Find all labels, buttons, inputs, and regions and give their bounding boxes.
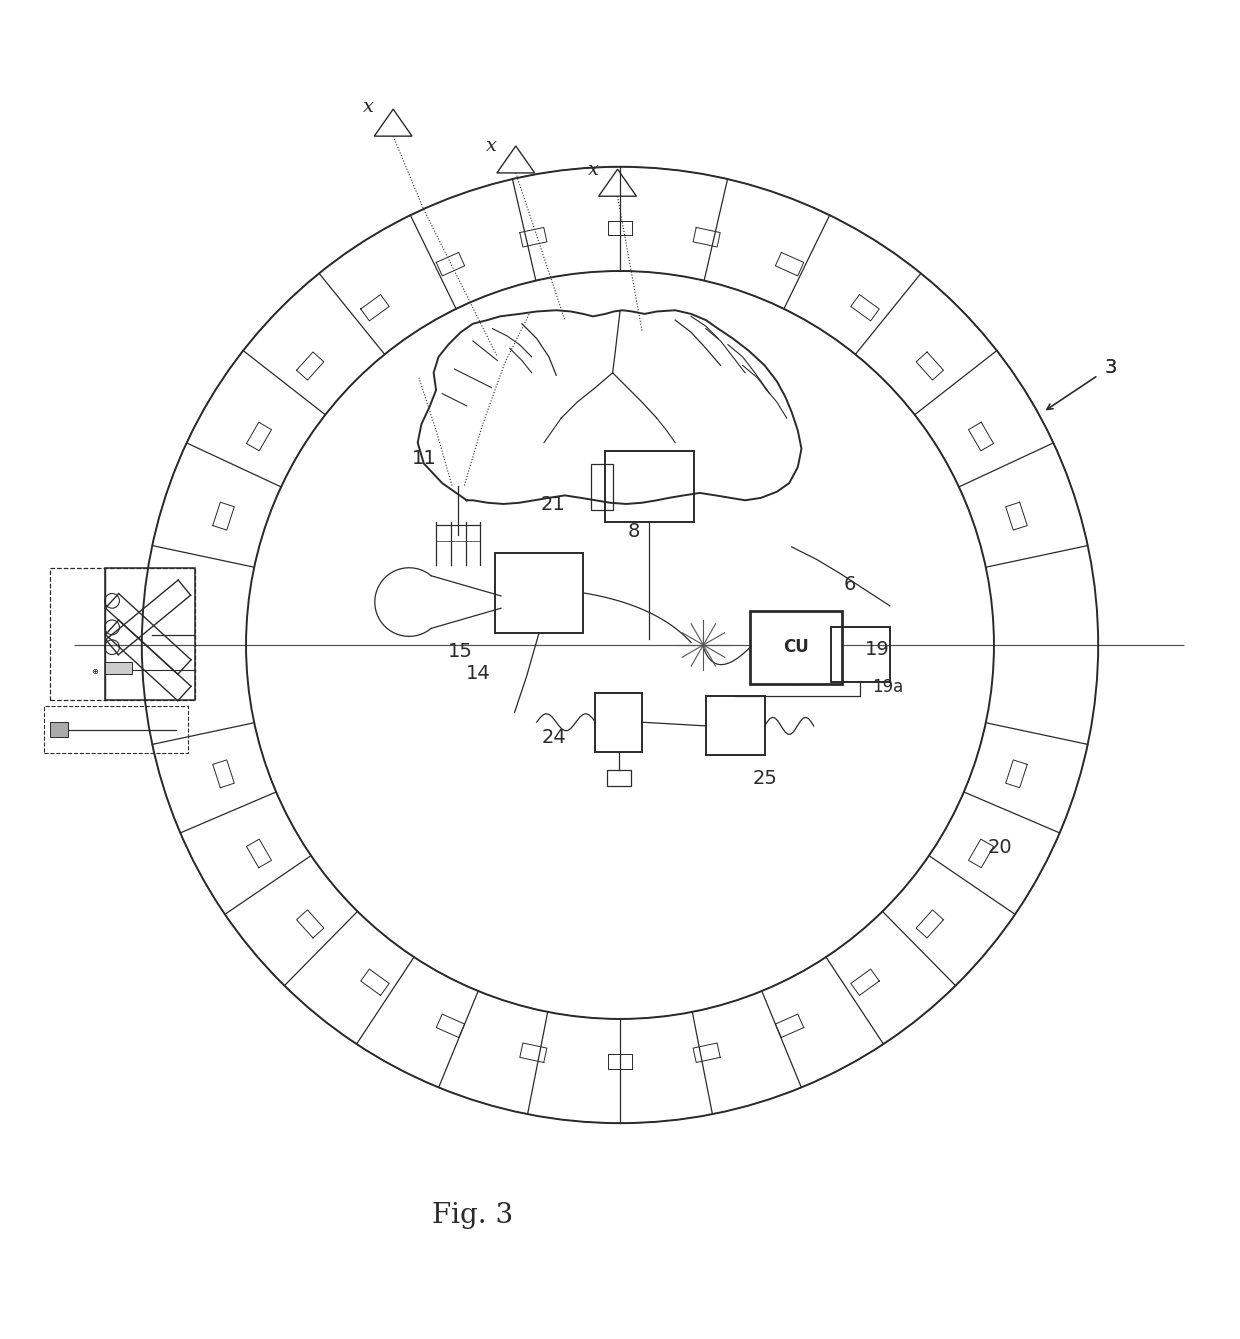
Bar: [50, 568, 195, 700]
Text: 11: 11: [412, 449, 436, 467]
Text: 3: 3: [1105, 358, 1117, 376]
Bar: [50, 722, 68, 736]
Text: 24: 24: [542, 728, 567, 747]
Text: 25: 25: [753, 769, 777, 787]
Text: x: x: [486, 137, 497, 155]
Text: 19: 19: [866, 640, 890, 659]
Text: 15: 15: [449, 643, 474, 661]
Text: ⊕: ⊕: [92, 667, 99, 676]
Bar: [590, 463, 613, 510]
Bar: [831, 627, 890, 682]
Text: 8: 8: [627, 522, 640, 541]
Text: CU: CU: [784, 639, 808, 656]
Text: 20: 20: [988, 838, 1012, 857]
Bar: [606, 770, 631, 786]
Bar: [105, 663, 131, 675]
Bar: [105, 568, 195, 700]
Bar: [43, 706, 188, 753]
Text: 19a: 19a: [873, 678, 904, 695]
Text: 21: 21: [541, 495, 565, 514]
Bar: [750, 611, 842, 684]
Bar: [605, 451, 693, 522]
Text: 3: 3: [1105, 358, 1117, 376]
Text: x: x: [588, 162, 599, 179]
Bar: [595, 692, 642, 751]
Text: x: x: [363, 98, 374, 115]
Bar: [495, 553, 583, 633]
Text: 14: 14: [465, 664, 490, 683]
Bar: [706, 696, 765, 755]
Text: 6: 6: [843, 574, 856, 593]
Text: Fig. 3: Fig. 3: [433, 1201, 513, 1229]
